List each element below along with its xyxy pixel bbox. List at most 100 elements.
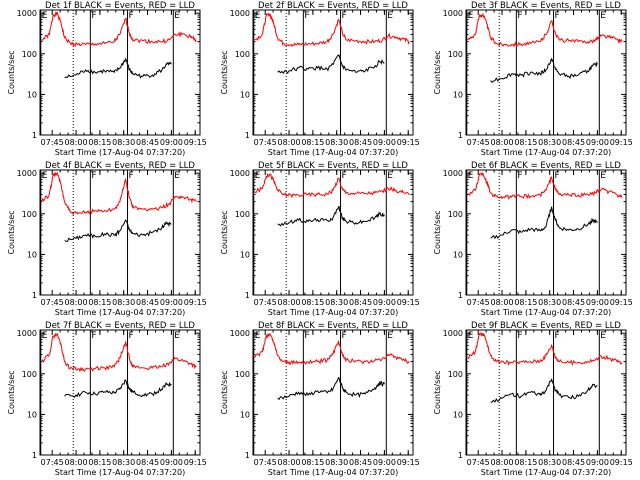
- y-tick-label: 1000: [230, 329, 250, 338]
- x-tick-label: 08:15: [301, 298, 324, 307]
- y-tick-label: 1000: [230, 9, 250, 18]
- x-tick-label: 08:00: [65, 298, 88, 307]
- y-axis-label: Counts/sec: [7, 210, 16, 254]
- y-tick-label: 100: [22, 50, 37, 59]
- x-tick-label: 07:45: [467, 458, 490, 467]
- chart-title: Det 1f BLACK = Events, RED = LLD: [45, 1, 195, 11]
- x-tick-label: 09:00: [586, 458, 609, 467]
- x-axis-label: Start Time (17-Aug-04 07:37:20): [268, 468, 399, 477]
- x-tick-label: 08:15: [514, 458, 537, 467]
- y-tick-label: 10: [27, 250, 37, 259]
- events-series-line: [490, 57, 598, 84]
- x-tick-label: 08:00: [65, 458, 88, 467]
- y-tick-label: 1000: [17, 9, 37, 18]
- y-tick-label: 1: [245, 291, 250, 300]
- event-marker-label: E: [255, 11, 261, 21]
- x-tick-label: 08:30: [538, 298, 561, 307]
- x-axis-label: Start Time (17-Aug-04 07:37:20): [481, 148, 612, 157]
- event-marker-label: E: [387, 171, 393, 181]
- chart-svg: Det 3f BLACK = Events, RED = LLD 1 10 100 10…: [433, 1, 633, 157]
- events-series-line: [64, 57, 172, 79]
- x-tick-label: 08:30: [325, 298, 348, 307]
- y-tick-label: 100: [235, 210, 250, 219]
- lld-series-line: [41, 332, 197, 373]
- x-tick-label: 07:45: [254, 298, 277, 307]
- chart-svg: Det 7f BLACK = Events, RED = LLD 1 10 100 10…: [7, 321, 207, 477]
- chart-svg: Det 4f BLACK = Events, RED = LLD 1 10 100 10…: [7, 161, 207, 317]
- y-tick-label: 1: [245, 131, 250, 140]
- x-tick-label: 08:30: [112, 138, 135, 147]
- event-marker-label: E: [42, 331, 48, 341]
- lld-series-line: [467, 172, 623, 200]
- event-marker-label: E: [42, 171, 48, 181]
- plot-frame: [465, 169, 627, 296]
- detector-panel: Det 9f BLACK = Events, RED = LLD 1 10 100 10…: [426, 320, 639, 480]
- y-tick-label: 1000: [230, 169, 250, 178]
- y-axis-label: Counts/sec: [7, 50, 16, 94]
- event-marker-label: F: [91, 171, 96, 181]
- event-marker-label: E: [387, 331, 393, 341]
- x-tick-label: 08:00: [278, 458, 301, 467]
- y-tick-label: 100: [448, 50, 463, 59]
- y-tick-label: 100: [235, 50, 250, 59]
- x-tick-label: 07:45: [254, 458, 277, 467]
- x-tick-label: 09:00: [160, 138, 183, 147]
- y-axis-label: Counts/sec: [433, 50, 442, 94]
- y-tick-label: 100: [448, 210, 463, 219]
- y-tick-label: 1: [458, 131, 463, 140]
- x-tick-label: 09:00: [373, 138, 396, 147]
- y-tick-label: 1000: [443, 169, 463, 178]
- plot-frame: [252, 9, 414, 136]
- detector-panel: Det 4f BLACK = Events, RED = LLD 1 10 100 10…: [0, 160, 213, 320]
- event-marker-label: F: [91, 11, 96, 21]
- x-tick-label: 09:00: [160, 298, 183, 307]
- x-tick-label: 09:15: [184, 458, 207, 467]
- x-axis-label: Start Time (17-Aug-04 07:37:20): [268, 308, 399, 317]
- chart-svg: Det 9f BLACK = Events, RED = LLD 1 10 100 10…: [433, 321, 633, 477]
- y-tick-label: 100: [22, 370, 37, 379]
- x-tick-label: 09:15: [397, 298, 420, 307]
- x-tick-label: 09:00: [586, 138, 609, 147]
- chart-svg: Det 5f BLACK = Events, RED = LLD 1 10 100 10…: [220, 161, 420, 317]
- detector-panel: Det 1f BLACK = Events, RED = LLD 1 10 100 10…: [0, 0, 213, 160]
- x-tick-label: 08:15: [88, 458, 111, 467]
- y-tick-label: 100: [448, 370, 463, 379]
- y-tick-label: 1: [32, 291, 37, 300]
- events-series-line: [277, 377, 385, 401]
- y-tick-label: 1: [32, 451, 37, 460]
- x-tick-label: 08:00: [491, 138, 514, 147]
- x-tick-label: 08:15: [514, 298, 537, 307]
- y-tick-label: 10: [240, 90, 250, 99]
- x-tick-label: 08:45: [349, 138, 372, 147]
- event-marker-label: F: [517, 171, 522, 181]
- y-tick-label: 10: [453, 90, 463, 99]
- events-series-line: [490, 206, 598, 240]
- detector-panel: Det 7f BLACK = Events, RED = LLD 1 10 100 10…: [0, 320, 213, 480]
- y-tick-label: 1000: [17, 329, 37, 338]
- plot-frame: [465, 329, 627, 456]
- events-series-line: [277, 54, 385, 75]
- x-axis-label: Start Time (17-Aug-04 07:37:20): [481, 308, 612, 317]
- plot-frame: [39, 329, 201, 456]
- event-marker-label: F: [129, 171, 134, 181]
- chart-title: Det 2f BLACK = Events, RED = LLD: [258, 1, 408, 11]
- y-tick-label: 100: [22, 210, 37, 219]
- x-tick-label: 09:15: [610, 458, 633, 467]
- detector-panel: Det 2f BLACK = Events, RED = LLD 1 10 100 10…: [213, 0, 426, 160]
- plot-frame: [39, 9, 201, 136]
- chart-title: Det 7f BLACK = Events, RED = LLD: [45, 321, 195, 331]
- x-tick-label: 07:45: [254, 138, 277, 147]
- lld-series-line: [41, 11, 197, 48]
- chart-title: Det 4f BLACK = Events, RED = LLD: [45, 161, 195, 171]
- x-tick-label: 08:45: [349, 298, 372, 307]
- x-tick-label: 08:45: [562, 138, 585, 147]
- y-tick-label: 1: [32, 131, 37, 140]
- lld-series-line: [467, 331, 623, 366]
- y-tick-label: 10: [240, 250, 250, 259]
- x-tick-label: 09:00: [586, 298, 609, 307]
- event-marker-label: F: [342, 11, 347, 21]
- x-tick-label: 08:30: [112, 298, 135, 307]
- x-axis-label: Start Time (17-Aug-04 07:37:20): [55, 308, 186, 317]
- event-marker-label: F: [517, 331, 522, 341]
- x-tick-label: 08:45: [349, 458, 372, 467]
